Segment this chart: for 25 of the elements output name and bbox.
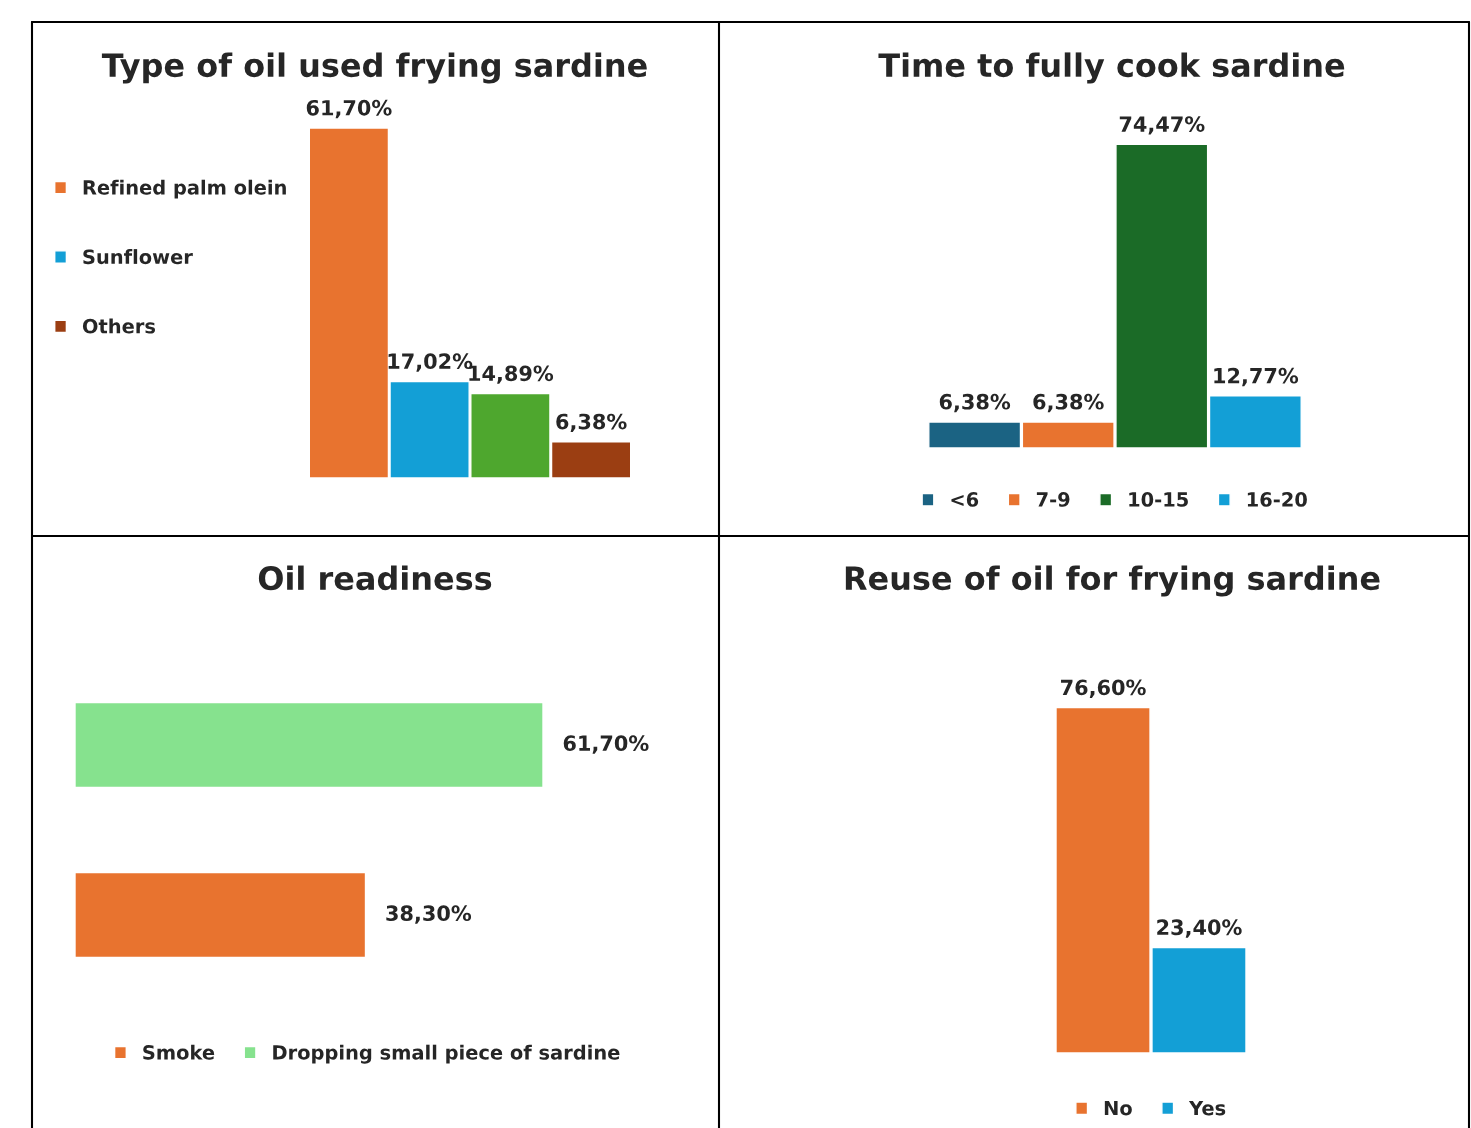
legend-label: 10-15 [1129, 492, 1188, 507]
chart-title: Reuse of oil for frying sardine [845, 565, 1380, 597]
legend-label: Smoke [143, 1044, 215, 1060]
data-label: 38,30% [386, 905, 472, 924]
data-label: 61,70% [563, 735, 649, 754]
data-label: 6,38% [1033, 393, 1104, 413]
legend-label: Dropping small piece of sardine [273, 1044, 620, 1064]
chart-title: Time to fully cook sardine [878, 52, 1345, 84]
data-label: 12,77% [1214, 367, 1299, 387]
chart-title: Oil readiness [258, 565, 492, 591]
legend-label: Sunflower [83, 249, 193, 265]
legend-label: Refined palm olein [83, 179, 286, 199]
legend-label: No [1104, 1100, 1132, 1116]
data-label: 74,47% [1119, 116, 1205, 135]
data-label: 23,40% [1157, 919, 1242, 938]
data-label: 6,38% [939, 393, 1011, 413]
legend-label: Yes [1188, 1100, 1226, 1116]
legend-label: 16-20 [1247, 492, 1307, 507]
legend-label: Others [82, 318, 156, 334]
chart-title: Type of oil used frying sardine [101, 52, 647, 84]
data-label: 6,38% [556, 413, 627, 433]
data-label: 61,70% [306, 99, 392, 119]
legend-label: <6 [951, 492, 979, 507]
data-label: 76,60% [1061, 679, 1146, 698]
legend-label: 7-9 [1036, 492, 1070, 507]
